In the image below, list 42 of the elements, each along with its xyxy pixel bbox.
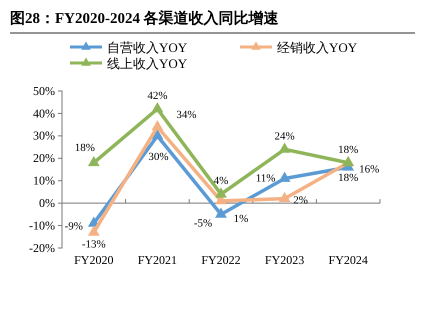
point — [152, 120, 164, 130]
data-label: 34% — [176, 108, 196, 121]
x-tick-label: FY2024 — [328, 253, 368, 267]
data-label: 18% — [338, 144, 358, 156]
x-tick-label: FY2020 — [74, 253, 114, 267]
point — [215, 208, 227, 218]
point — [278, 192, 290, 202]
point — [278, 142, 290, 153]
data-label: 18% — [338, 172, 358, 184]
y-tick-label: 0% — [39, 196, 55, 210]
data-label: 42% — [147, 90, 168, 102]
point — [278, 172, 290, 182]
data-label: -13% — [82, 238, 106, 250]
data-label: 2% — [293, 194, 308, 207]
x-tick-label: FY2023 — [264, 253, 304, 267]
point — [88, 226, 100, 236]
y-tick-label: -10% — [29, 218, 55, 232]
y-tick-label: 10% — [33, 174, 55, 188]
y-tick-label: 20% — [33, 151, 55, 166]
data-label: -5% — [194, 217, 212, 230]
data-label: 1% — [234, 212, 248, 225]
chart-title: 图28：FY2020-2024 各渠道收入同比增速 — [10, 10, 280, 27]
point — [215, 187, 227, 198]
data-label: 18% — [74, 142, 95, 154]
data-label: 16% — [359, 163, 380, 176]
y-tick-label: 40% — [33, 106, 55, 120]
point — [152, 102, 164, 112]
data-label: 4% — [214, 175, 228, 188]
x-tick-label: FY2022 — [201, 253, 241, 267]
legend-label: 经销收入YOY — [277, 40, 358, 55]
data-label: 30% — [148, 150, 168, 163]
data-label: 11% — [256, 172, 276, 184]
y-tick-label: 50% — [33, 84, 55, 98]
legend-label: 自营收入YOY — [107, 40, 188, 55]
y-tick-label: -20% — [29, 240, 55, 255]
x-tick-label: FY2021 — [138, 253, 178, 267]
point — [152, 129, 164, 140]
legend-label: 线上收入YOY — [107, 56, 188, 71]
data-label: -9% — [64, 220, 83, 232]
data-label: 24% — [274, 130, 295, 142]
y-tick-label: 30% — [33, 128, 55, 143]
point — [88, 156, 100, 166]
